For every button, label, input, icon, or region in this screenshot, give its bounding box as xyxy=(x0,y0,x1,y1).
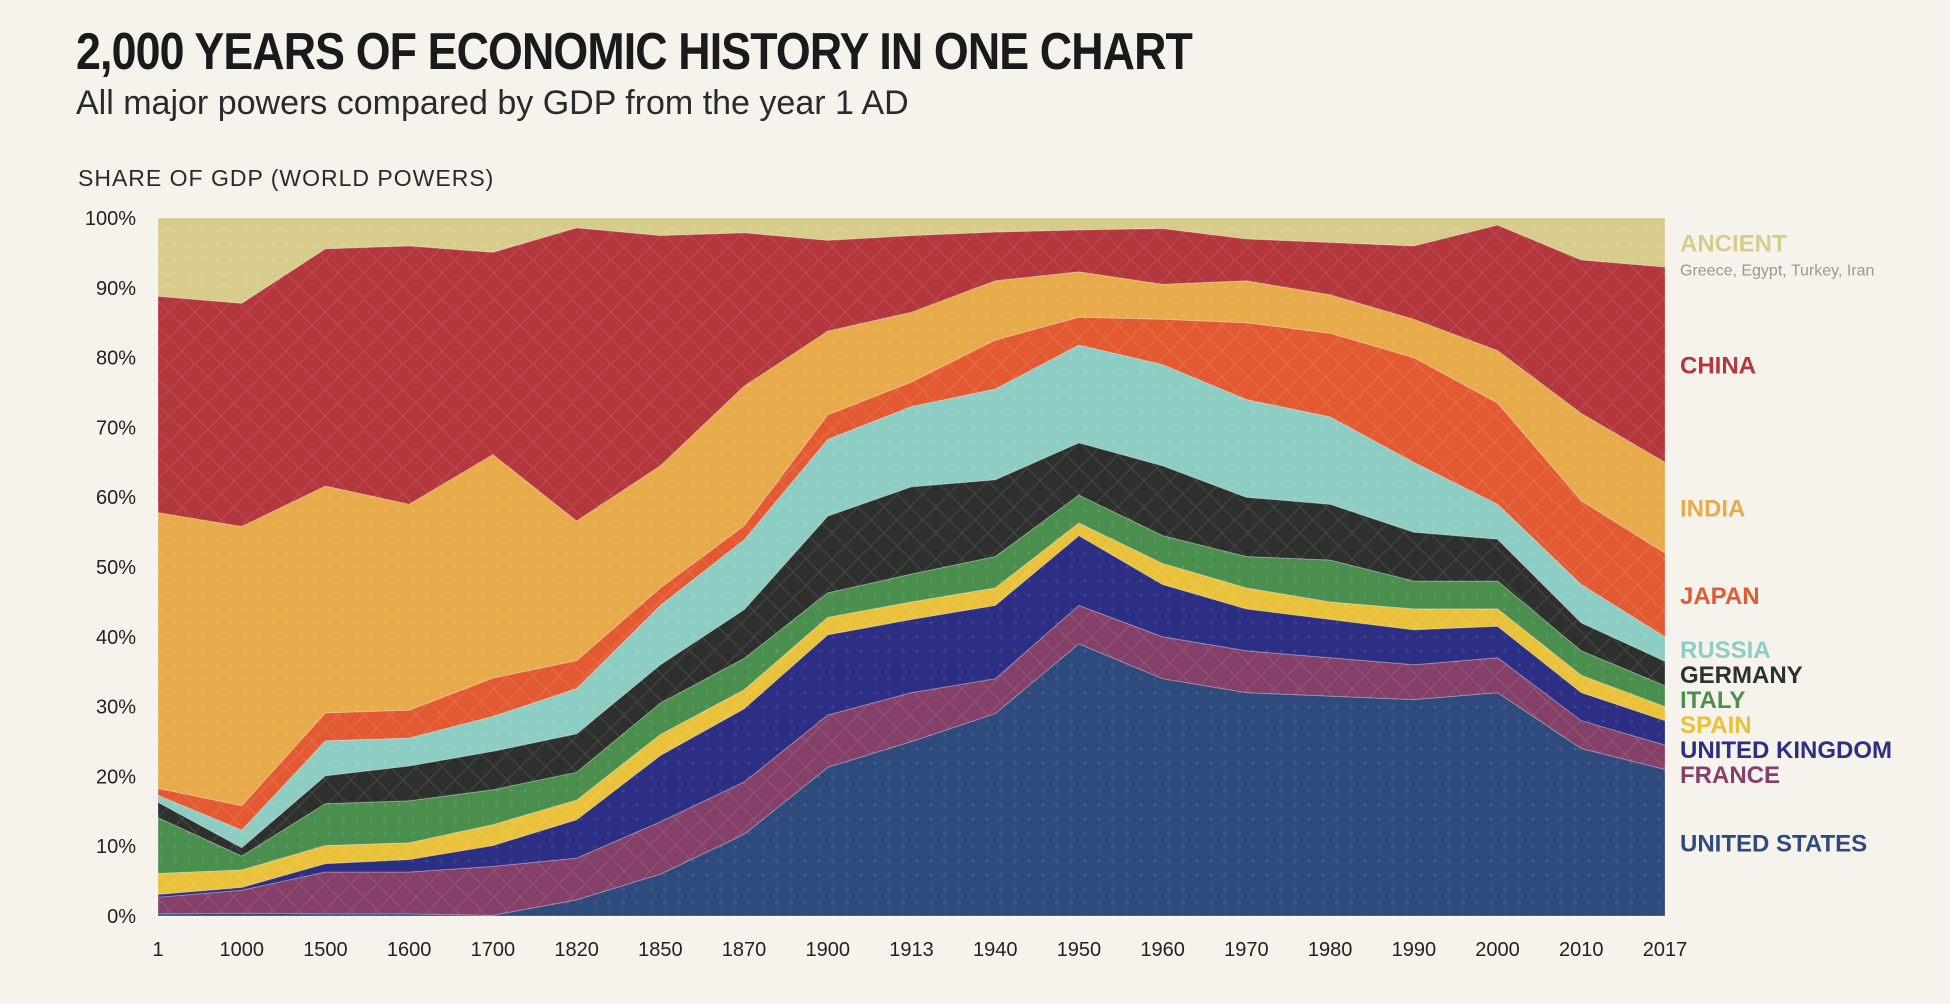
legend-united-kingdom: UNITED KINGDOM xyxy=(1680,737,1892,764)
y-tick-label: 90% xyxy=(96,278,136,300)
legend-germany: GERMANY xyxy=(1680,662,1803,689)
legend-ancient: ANCIENT xyxy=(1680,230,1787,257)
x-tick-label: 2017 xyxy=(1643,939,1688,961)
area-texture-japan xyxy=(158,317,1665,831)
legend-united-states: UNITED STATES xyxy=(1680,831,1867,858)
area-texture-russia xyxy=(158,345,1665,848)
legend-china: CHINA xyxy=(1680,353,1756,380)
x-tick-label: 1990 xyxy=(1392,939,1437,961)
x-tick-label: 1 xyxy=(152,939,163,961)
area-texture-ancient xyxy=(158,218,1665,304)
area-texture-germany xyxy=(158,442,1665,856)
area-texture-spain xyxy=(158,523,1665,895)
legend-ancient-subtitle: Greece, Egypt, Turkey, Iran xyxy=(1680,262,1874,279)
x-tick-label: 1913 xyxy=(889,939,934,961)
area-texture-india xyxy=(158,271,1665,806)
y-axis-title: SHARE OF GDP (WORLD POWERS) xyxy=(78,165,495,191)
y-tick-label: 50% xyxy=(96,557,136,579)
y-tick-label: 80% xyxy=(96,348,136,370)
y-tick-label: 10% xyxy=(96,836,136,858)
area-texture-united-kingdom xyxy=(158,535,1665,898)
legend-spain: SPAIN xyxy=(1680,712,1752,739)
x-tick-label: 1600 xyxy=(387,939,432,961)
legend-italy: ITALY xyxy=(1680,687,1745,714)
x-tick-label: 1820 xyxy=(554,939,599,961)
x-tick-label: 1950 xyxy=(1057,939,1102,961)
x-tick-label: 1900 xyxy=(806,939,851,961)
x-tick-label: 1000 xyxy=(219,939,264,961)
y-tick-label: 40% xyxy=(96,627,136,649)
legend-india: INDIA xyxy=(1680,496,1745,523)
area-texture-china xyxy=(158,225,1665,527)
y-tick-label: 20% xyxy=(96,766,136,788)
x-tick-label: 1970 xyxy=(1224,939,1269,961)
x-tick-label: 1940 xyxy=(973,939,1018,961)
x-tick-label: 1700 xyxy=(471,939,516,961)
legend-japan: JAPAN xyxy=(1680,583,1760,610)
y-tick-label: 70% xyxy=(96,417,136,439)
x-tick-label: 1960 xyxy=(1140,939,1185,961)
legend-russia: RUSSIA xyxy=(1680,637,1771,664)
x-tick-label: 2010 xyxy=(1559,939,1604,961)
chart-title: 2,000 YEARS OF ECONOMIC HISTORY IN ONE C… xyxy=(76,23,1193,81)
x-tick-label: 1850 xyxy=(638,939,683,961)
x-tick-label: 1980 xyxy=(1308,939,1353,961)
chart-subtitle: All major powers compared by GDP from th… xyxy=(76,84,909,122)
y-tick-label: 30% xyxy=(96,697,136,719)
area-texture-united-states xyxy=(158,643,1665,916)
x-tick-label: 1500 xyxy=(303,939,348,961)
legend-france: FRANCE xyxy=(1680,762,1780,789)
y-tick-label: 0% xyxy=(107,906,136,928)
y-tick-label: 100% xyxy=(85,208,136,230)
area-texture-italy xyxy=(158,495,1665,874)
y-tick-label: 60% xyxy=(96,487,136,509)
x-tick-label: 2000 xyxy=(1475,939,1520,961)
x-tick-label: 1870 xyxy=(722,939,767,961)
area-texture-france xyxy=(158,605,1665,916)
